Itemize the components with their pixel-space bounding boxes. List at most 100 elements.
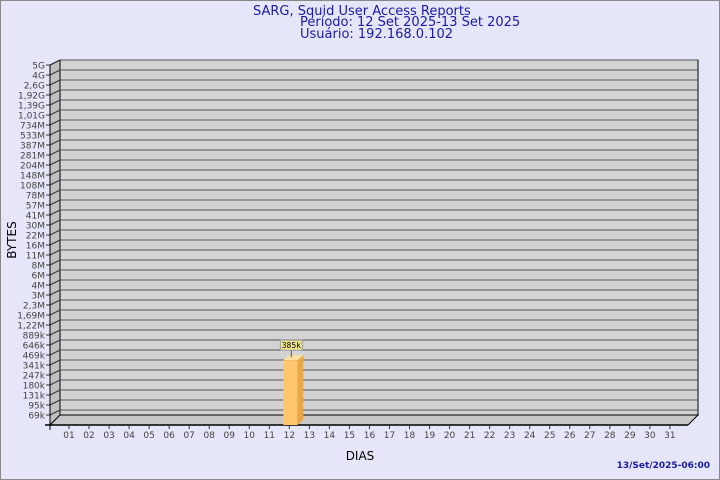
y-tick-label: 1,22M <box>17 322 45 332</box>
y-tick-label: 30M <box>26 222 45 232</box>
x-tick-label: 29 <box>624 431 636 441</box>
y-tick-label: 1,01G <box>18 112 45 122</box>
bar-top <box>283 355 304 361</box>
gridline-side <box>49 299 61 306</box>
gridline-side <box>49 59 61 66</box>
x-tick-label: 25 <box>544 431 555 441</box>
y-tick-label: 4G <box>32 72 45 82</box>
gridline-side <box>49 239 61 246</box>
y-tick-label: 78M <box>26 192 45 202</box>
y-tick-label: 131k <box>23 392 46 402</box>
gridline-side <box>49 349 61 356</box>
y-tick-label: 387M <box>20 142 45 152</box>
x-tick-label: 15 <box>344 431 355 441</box>
gridline-side <box>49 149 61 156</box>
y-tick-label: 69k <box>28 412 45 422</box>
x-tick-label: 09 <box>224 431 236 441</box>
x-tick-label: 06 <box>163 431 175 441</box>
y-tick-label: 57M <box>26 202 45 212</box>
y-tick-label: 341k <box>23 362 46 372</box>
gridline-side <box>49 139 61 146</box>
y-tick-label: 533M <box>20 132 45 142</box>
y-tick-label: 204M <box>20 162 45 172</box>
y-tick-label: 11M <box>26 252 45 262</box>
plot-back-wall <box>59 59 699 416</box>
y-tick-label: 6M <box>32 272 46 282</box>
gridline-side <box>49 89 61 96</box>
x-tick-label: 31 <box>664 431 675 441</box>
gridline-side <box>49 249 61 256</box>
bar-side <box>297 355 304 425</box>
y-tick-label: 646k <box>23 342 46 352</box>
gridline-side <box>49 219 61 226</box>
x-tick-label: 28 <box>604 431 616 441</box>
x-tick-label: 04 <box>123 431 135 441</box>
x-axis-title: DIAS <box>346 449 375 463</box>
x-tick-label: 10 <box>244 431 256 441</box>
gridline-side <box>49 159 61 166</box>
y-tick-label: 5G <box>32 62 45 72</box>
x-tick-label: 05 <box>143 431 154 441</box>
y-tick-label: 281M <box>20 152 45 162</box>
y-tick-label: 4M <box>32 282 46 292</box>
gridline-side <box>49 209 61 216</box>
y-tick-label: 889k <box>23 332 46 342</box>
y-tick-label: 16M <box>26 242 45 252</box>
gridline-side <box>49 99 61 106</box>
y-tick-label: 148M <box>20 172 45 182</box>
gridline-side <box>49 229 61 236</box>
chart-user: Usuário: 192.168.0.102 <box>300 27 454 42</box>
gridline-side <box>49 279 61 286</box>
gridline-side <box>49 189 61 196</box>
gridline-side <box>49 109 61 116</box>
y-tick-label: 1,69M <box>17 312 45 322</box>
gridline-side <box>49 69 61 76</box>
y-axis-title: BYTES <box>5 221 19 258</box>
y-tick-label: 2,6G <box>24 82 45 92</box>
gridline-side <box>49 389 61 396</box>
gridline-side <box>49 269 61 276</box>
chart-title: SARG, Squid User Access Reports <box>253 4 471 19</box>
x-tick-label: 22 <box>484 431 495 441</box>
x-tick-label: 23 <box>504 431 515 441</box>
gridline-side <box>49 309 61 316</box>
gridline-side <box>49 179 61 186</box>
x-tick-label: 16 <box>364 431 376 441</box>
gridline-side <box>49 369 61 376</box>
y-tick-label: 1,92G <box>18 92 45 102</box>
x-tick-label: 21 <box>464 431 475 441</box>
y-tick-label: 8M <box>32 262 46 272</box>
y-tick-label: 95k <box>28 402 45 412</box>
y-tick-label: 2,3M <box>23 302 45 312</box>
gridline-side <box>49 289 61 296</box>
gridline-side <box>49 199 61 206</box>
y-tick-label: 41M <box>26 212 45 222</box>
y-tick-label: 108M <box>20 182 45 192</box>
x-tick-label: 18 <box>404 431 416 441</box>
gridline-side <box>49 329 61 336</box>
gridline-side <box>49 379 61 386</box>
bar-label-box <box>279 339 303 351</box>
gridline-side <box>49 339 61 346</box>
x-tick-label: 13 <box>304 431 315 441</box>
y-tick-label: 3M <box>32 292 46 302</box>
x-tick-label: 12 <box>284 431 295 441</box>
gridline-side <box>49 119 61 126</box>
y-tick-label: 247k <box>23 372 46 382</box>
gridline-side <box>49 399 61 406</box>
x-tick-label: 27 <box>584 431 595 441</box>
y-tick-label: 180k <box>23 382 46 392</box>
x-tick-label: 14 <box>324 431 336 441</box>
y-tick-label: 1,39G <box>18 102 45 112</box>
x-tick-label: 11 <box>264 431 275 441</box>
gridline-side <box>49 259 61 266</box>
gridline-side <box>49 359 61 366</box>
x-tick-label: 26 <box>564 431 576 441</box>
x-tick-label: 03 <box>103 431 114 441</box>
x-tick-label: 30 <box>644 431 656 441</box>
x-tick-label: 17 <box>384 431 395 441</box>
gridline-side <box>49 319 61 326</box>
y-tick-label: 22M <box>26 232 45 242</box>
x-tick-label: 07 <box>183 431 194 441</box>
